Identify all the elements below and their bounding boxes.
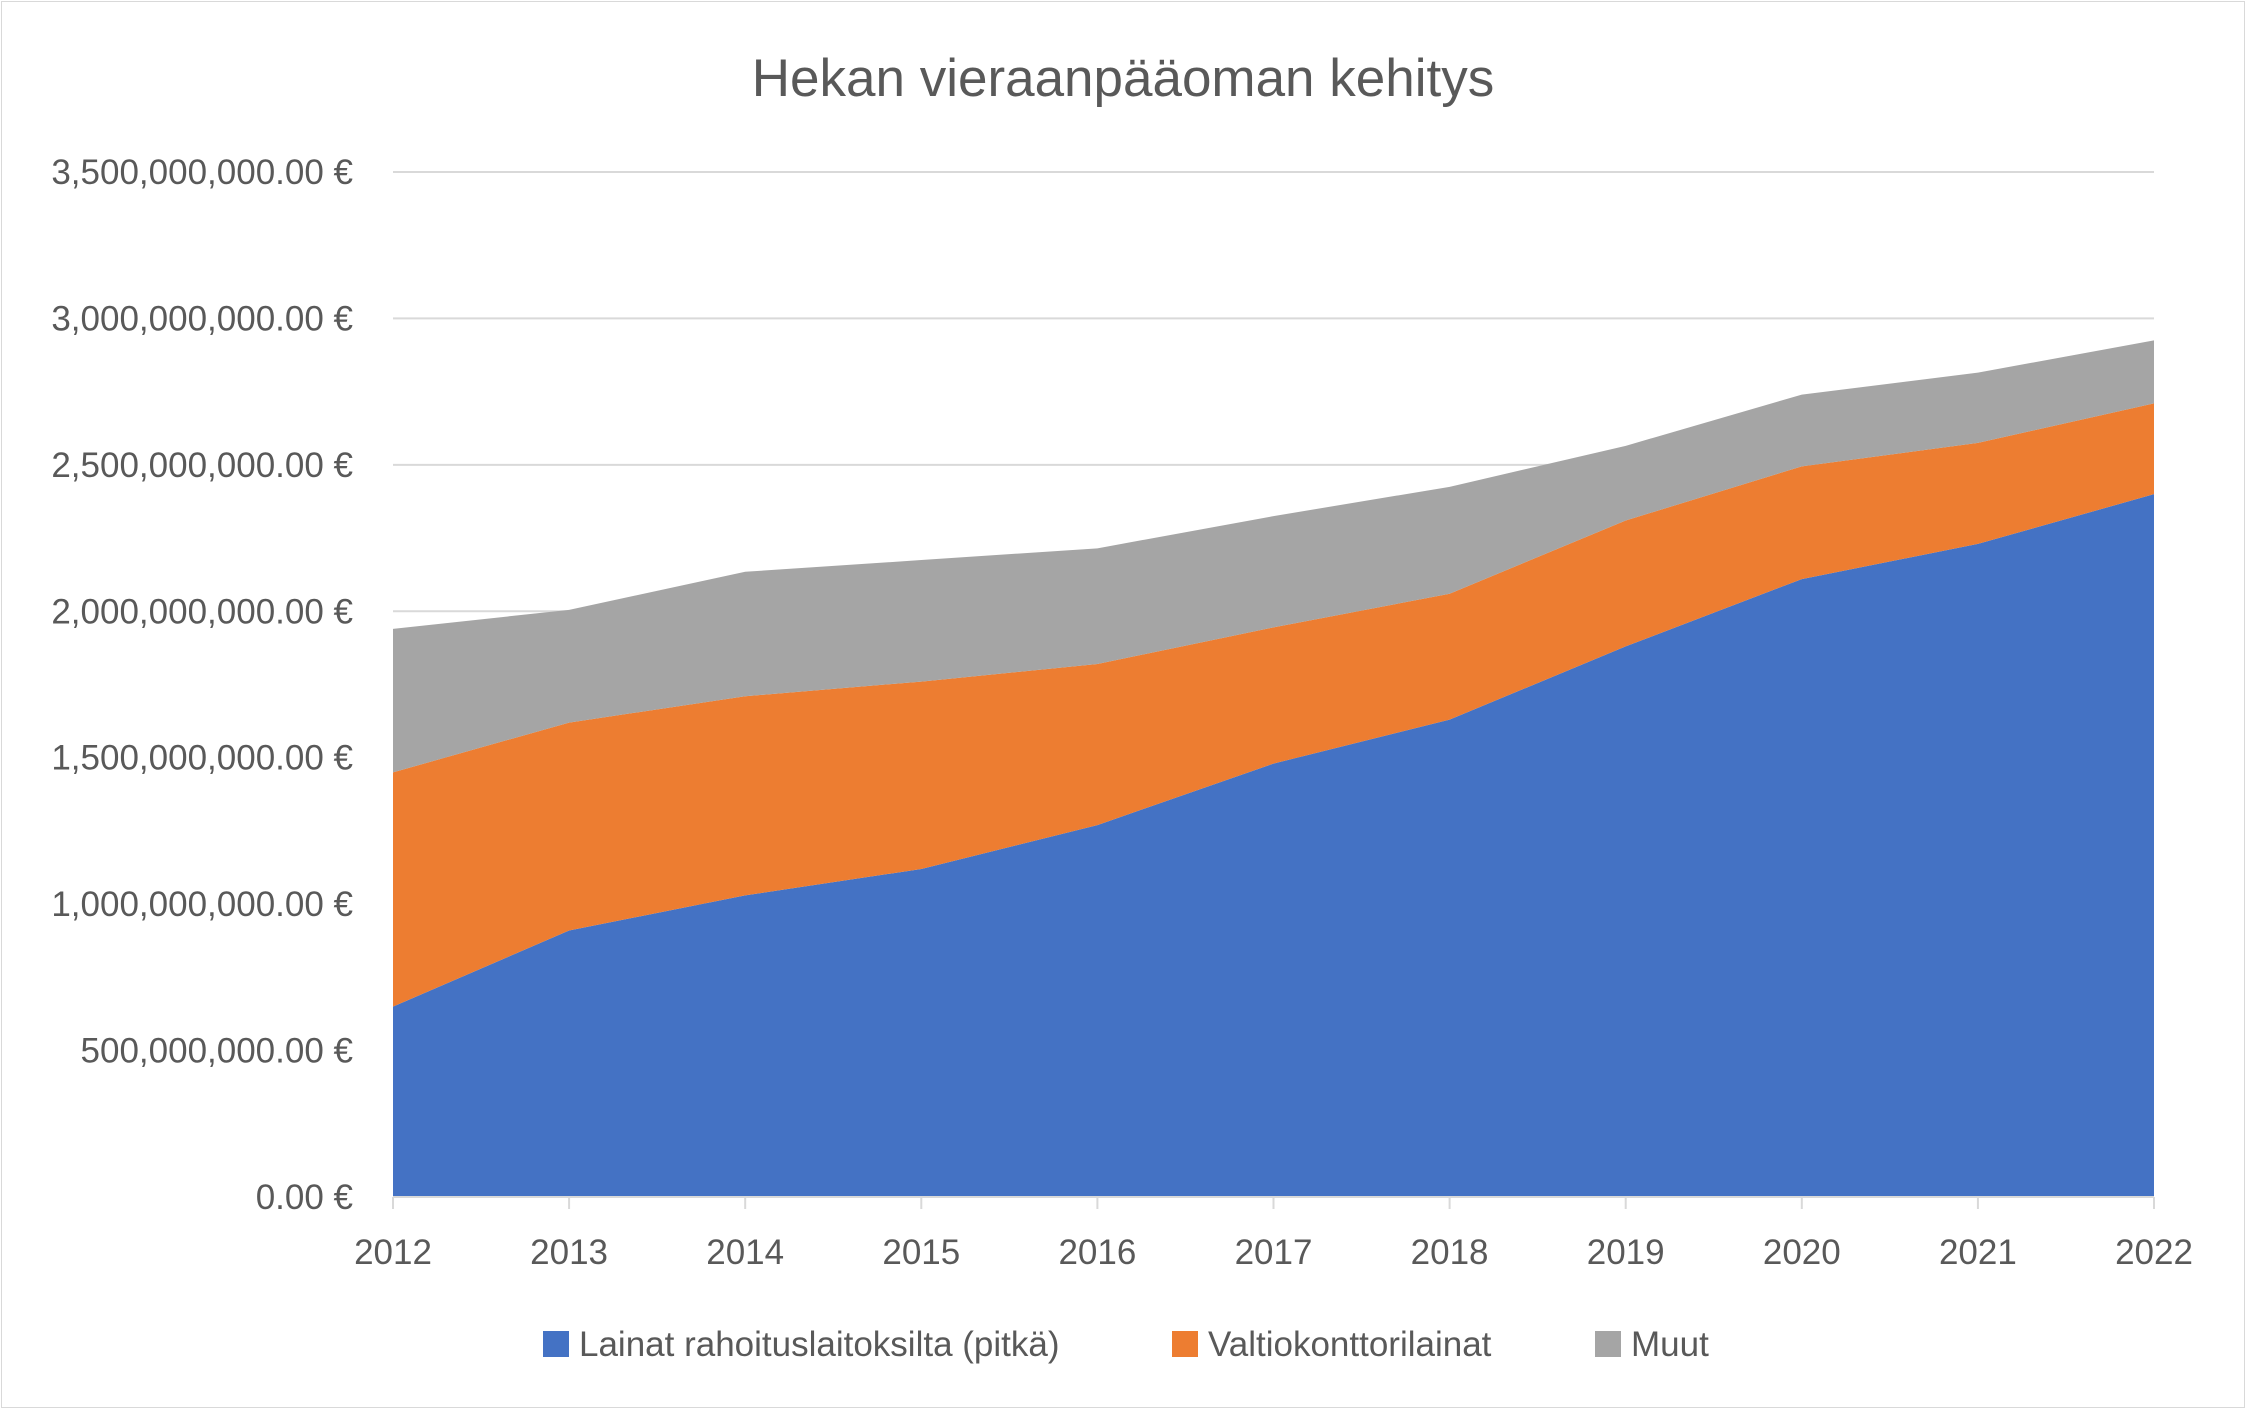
- x-tick-label: 2021: [1939, 1233, 2017, 1272]
- x-tick-label: 2013: [530, 1233, 608, 1272]
- legend: Lainat rahoituslaitoksilta (pitkä) Valtio…: [543, 1325, 1709, 1364]
- y-tick-label: 3,000,000,000.00 €: [51, 299, 353, 338]
- legend-label-3: Muut: [1631, 1325, 1709, 1364]
- legend-swatch-1: [543, 1331, 569, 1357]
- y-tick-label: 500,000,000.00 €: [81, 1032, 353, 1071]
- plot-areas: [393, 340, 2154, 1197]
- x-tick-label: 2019: [1587, 1233, 1665, 1272]
- legend-label-1: Lainat rahoituslaitoksilta (pitkä): [579, 1325, 1060, 1364]
- y-tick-label: 2,500,000,000.00 €: [51, 446, 353, 485]
- x-tick-label: 2015: [882, 1233, 960, 1272]
- x-tick-label: 2017: [1235, 1233, 1313, 1272]
- legend-swatch-3: [1595, 1331, 1621, 1357]
- x-tick-label: 2016: [1058, 1233, 1136, 1272]
- y-tick-label: 2,000,000,000.00 €: [51, 592, 353, 631]
- y-tick-label: 3,500,000,000.00 €: [51, 153, 353, 192]
- x-tick-label: 2022: [2115, 1233, 2193, 1272]
- chart-title: Hekan vieraanpääoman kehitys: [752, 49, 1494, 108]
- x-tick-label: 2018: [1411, 1233, 1489, 1272]
- y-tick-label: 1,500,000,000.00 €: [51, 739, 353, 778]
- y-tick-label: 0.00 €: [256, 1178, 353, 1217]
- x-tick-label: 2012: [354, 1233, 432, 1272]
- x-tick-label: 2020: [1763, 1233, 1841, 1272]
- axes: 0.00 € 500,000,000.00 € 1,000,000,000.00 €…: [51, 153, 2193, 1272]
- legend-swatch-2: [1172, 1331, 1198, 1357]
- area-series-1: [393, 494, 2154, 1197]
- x-tick-label: 2014: [706, 1233, 784, 1272]
- legend-label-2: Valtiokonttorilainat: [1208, 1325, 1492, 1364]
- area-series-3: [393, 340, 2154, 773]
- area-series-2: [393, 403, 2154, 1007]
- y-tick-label: 1,000,000,000.00 €: [51, 885, 353, 924]
